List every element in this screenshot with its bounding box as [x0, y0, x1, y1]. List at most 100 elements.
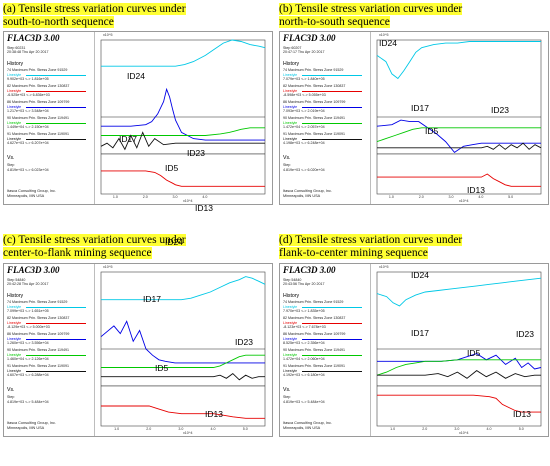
series-label-id17: ID17: [119, 134, 137, 144]
plot-svg: [100, 39, 266, 195]
caption-line: (d) Tensile stress variation curves unde…: [279, 234, 463, 246]
history-entry: 90 Maximum Prin. Stress Zone 119491: [7, 348, 70, 352]
series-label-id5: ID5: [165, 163, 179, 173]
history-range: -8.129e+03 <-> 5.000e+03: [7, 325, 50, 329]
vs-label: Vs.: [283, 155, 291, 161]
history-color-swatch: [26, 138, 86, 140]
history-color-swatch: [302, 138, 362, 140]
history-range: 7.079e+03 <-> 1.840e+05: [283, 77, 325, 81]
plot-svg: [100, 271, 266, 427]
history-linestyle: Linestyle: [7, 88, 22, 93]
series-label-id17: ID17: [411, 103, 429, 113]
history-entry: 90 Maximum Prin. Stress Zone 119491: [283, 348, 346, 352]
x-multiplier: x10^4: [459, 199, 469, 203]
history-color-swatch: [26, 106, 86, 108]
history-entry: 82 Maximum Prin. Stress Zone 130837: [7, 84, 70, 88]
history-entry: 90 Maximum Prin. Stress Zone 119491: [7, 116, 70, 120]
history-linestyle: Linestyle: [7, 72, 22, 77]
history-range: 1.460e+04 <-> 2.126e+04: [7, 357, 49, 361]
history-linestyle: Linestyle: [7, 352, 22, 357]
history-linestyle: Linestyle: [7, 336, 22, 341]
history-range: 1.217e+03 <-> 3.548e+04: [7, 109, 49, 113]
history-range: 1.449e+04 <-> 2.150e+04: [7, 125, 49, 129]
history-entry: 91 Maximum Prin. Stress Zone 119091: [283, 132, 346, 136]
series-line-id13: [101, 170, 265, 187]
series-label-id24: ID24: [379, 38, 397, 48]
x-tick-label: 1.0: [114, 427, 120, 431]
caption-line: north-to-south sequence: [279, 16, 390, 28]
history-range: 4.607e+03 <-> 6.288e+04: [7, 373, 49, 377]
series-label-id23: ID23: [516, 329, 534, 339]
history-linestyle: Linestyle: [283, 320, 298, 325]
x-multiplier: x10^4: [183, 431, 193, 435]
series-label-id13: ID13: [195, 203, 213, 213]
series-label-id24: ID24: [165, 237, 183, 247]
plot-svg: [376, 271, 542, 427]
footer-text: Itasca Consulting Group, Inc. Minneapolis…: [7, 189, 56, 199]
series-label-id17: ID17: [411, 328, 429, 338]
history-color-swatch: [302, 370, 362, 372]
y-multiplier: x10^5: [103, 265, 113, 269]
history-entry: 91 Maximum Prin. Stress Zone 119091: [7, 132, 70, 136]
history-linestyle: Linestyle: [7, 304, 22, 309]
caption-line: flank-to-center mining sequence: [279, 247, 428, 259]
caption-line: (c) Tensile stress variation curves unde…: [3, 234, 186, 246]
vs-step: Step: [7, 395, 15, 399]
x-tick-label: 3.0: [178, 427, 184, 431]
history-color-swatch: [302, 74, 362, 76]
footer-line: Minneapolis, MN USA: [283, 193, 321, 198]
x-tick-label: 2.0: [142, 195, 148, 199]
timestamp-text: 20:47:17 Thu Apr 20 2017: [283, 50, 325, 54]
history-range: 4.627e+03 <-> 6.207e+04: [7, 141, 49, 145]
vs-range: 4.819e+03 <-> 5.484e+04: [7, 400, 49, 404]
series-label-id17: ID17: [143, 294, 161, 304]
app-title: FLAC3D 3.00: [283, 33, 336, 43]
history-color-swatch: [302, 122, 362, 124]
history-range: -8.598e+03 <-> 5.055e+03: [283, 93, 326, 97]
history-color-swatch: [302, 106, 362, 108]
app-title: FLAC3D 3.00: [7, 265, 60, 275]
x-tick-label: 4.0: [478, 195, 484, 199]
series-label-id24: ID24: [411, 270, 429, 280]
series-label-id5: ID5: [155, 363, 169, 373]
series-label-id23: ID23: [235, 337, 253, 347]
history-linestyle: Linestyle: [283, 304, 298, 309]
flac3d-history-panel: FLAC3D 3.00 Step 54840 20:42:28 Thu Apr 20…: [3, 237, 273, 437]
series-line-id5: [377, 370, 541, 379]
footer-text: Itasca Consulting Group, Inc. Minneapolis…: [283, 421, 332, 431]
x-multiplier: x10^4: [459, 431, 469, 435]
history-linestyle: Linestyle: [283, 120, 298, 125]
x-tick-label: 5.0: [518, 427, 524, 431]
series-label-id24: ID24: [127, 71, 145, 81]
step-text: Step 54840: [283, 278, 302, 282]
x-tick-label: 3.0: [172, 195, 178, 199]
history-entry: 82 Maximum Prin. Stress Zone 130837: [283, 84, 346, 88]
x-tick-label: 2.0: [418, 195, 424, 199]
panel-caption: (d) Tensile stress variation curves unde…: [279, 234, 547, 260]
history-label: History: [7, 61, 24, 67]
history-entry: 74 Maximum Prin. Stress Zone 91529: [7, 300, 68, 304]
history-label: History: [283, 293, 300, 299]
history-linestyle: Linestyle: [283, 72, 298, 77]
history-range: 1.472e+04 <-> 2.060e+04: [283, 357, 325, 361]
footer-line: Minneapolis, MN USA: [7, 193, 45, 198]
x-tick-label: 4.0: [202, 195, 208, 199]
series-line-id13: [377, 394, 541, 413]
info-column: FLAC3D 3.00 Step 54840 20:43:56 Thu Apr 20…: [280, 264, 371, 436]
x-multiplier: x10^4: [183, 199, 193, 203]
history-entry: 86 Maximum Prin. Stress Zone 109799: [7, 332, 70, 336]
x-tick-label: 3.0: [454, 427, 460, 431]
series-line-id17: [376, 119, 541, 154]
history-label: History: [7, 293, 24, 299]
series-label-id13: ID13: [513, 409, 531, 419]
history-color-swatch: [26, 74, 86, 76]
x-tick-label: 1.0: [390, 427, 396, 431]
timestamp-text: 20:42:28 Thu Apr 20 2017: [7, 282, 49, 286]
series-label-id23: ID23: [491, 105, 509, 115]
history-entry: 74 Maximum Prin. Stress Zone 91529: [283, 300, 344, 304]
series-line-id5: [377, 142, 542, 150]
vs-step: Step: [7, 163, 15, 167]
series-line-id23: [101, 354, 265, 368]
history-entry: 82 Maximum Prin. Stress Zone 130837: [7, 316, 70, 320]
footer-text: Itasca Consulting Group, Inc. Minneapolis…: [283, 189, 332, 199]
